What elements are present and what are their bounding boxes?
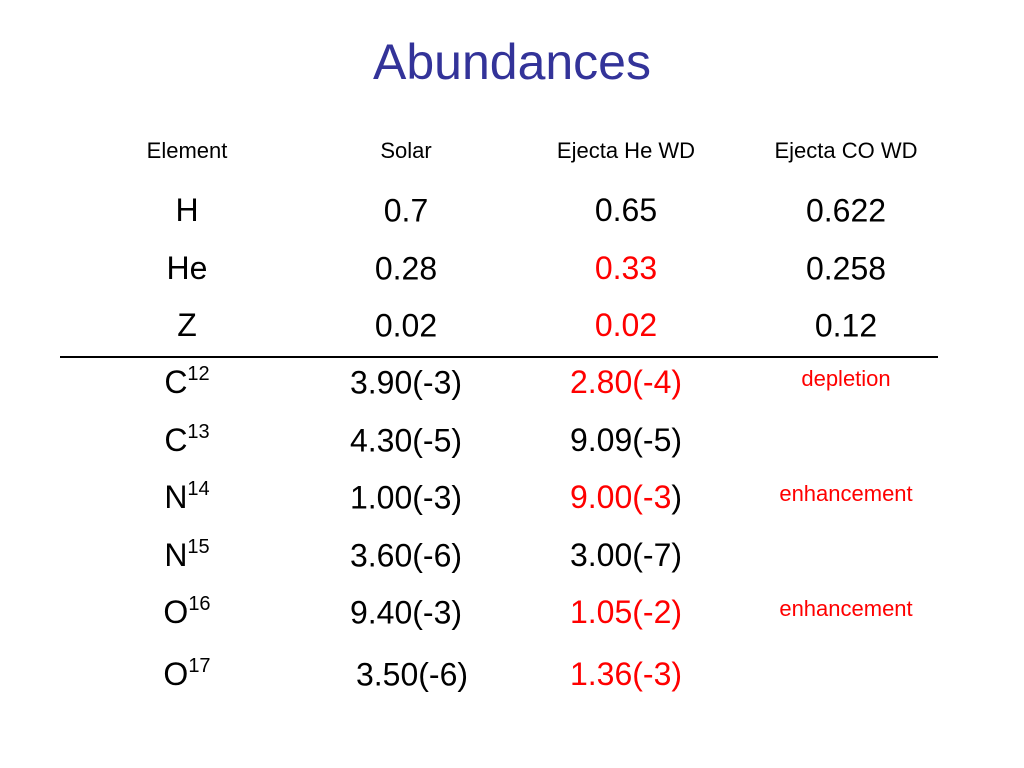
element-cell: C13 bbox=[164, 421, 209, 458]
ejecta-co-cell: 0.258 bbox=[806, 250, 886, 286]
element-symbol: O bbox=[163, 656, 188, 692]
solar-cell: 9.40(-3) bbox=[350, 594, 462, 630]
ejecta-he-segment: 2.80(-4) bbox=[570, 364, 682, 400]
element-cell: C12 bbox=[164, 363, 209, 400]
slide-title: Abundances bbox=[373, 34, 651, 90]
ejecta-co-note: enhancement bbox=[779, 481, 912, 506]
solar-cell: 0.7 bbox=[384, 192, 428, 228]
solar-cell: 1.00(-3) bbox=[350, 479, 462, 515]
isotope-number: 14 bbox=[187, 478, 209, 500]
solar-cell: 3.60(-6) bbox=[350, 537, 462, 573]
solar-cell: 0.28 bbox=[375, 250, 437, 286]
ejecta-he-cell: 1.05(-2) bbox=[570, 594, 682, 630]
ejecta-he-cell: 0.65 bbox=[595, 192, 657, 228]
element-symbol: O bbox=[163, 594, 188, 630]
ejecta-he-cell: 9.00(-3) bbox=[570, 479, 682, 515]
element-cell: O17 bbox=[163, 655, 210, 692]
element-symbol: Z bbox=[177, 307, 197, 343]
ejecta-he-cell: 1.36(-3) bbox=[570, 656, 682, 692]
ejecta-co-cell: 0.622 bbox=[806, 192, 886, 228]
isotope-number: 15 bbox=[187, 536, 209, 558]
ejecta-he-segment: 9.09(-5) bbox=[570, 422, 682, 458]
ejecta-he-segment: 1.36(-3) bbox=[570, 656, 682, 692]
element-symbol: C bbox=[164, 364, 187, 400]
ejecta-he-segment: 9.00(-3 bbox=[570, 479, 671, 515]
isotope-number: 13 bbox=[187, 421, 209, 443]
element-symbol: C bbox=[164, 422, 187, 458]
ejecta-he-cell: 2.80(-4) bbox=[570, 364, 682, 400]
solar-cell: 3.50(-6) bbox=[356, 656, 468, 692]
element-symbol: N bbox=[164, 537, 187, 573]
element-cell: N15 bbox=[164, 536, 209, 573]
ejecta-he-cell: 0.02 bbox=[595, 307, 657, 343]
element-cell: O16 bbox=[163, 593, 210, 630]
ejecta-he-segment: ) bbox=[671, 479, 682, 515]
element-symbol: N bbox=[164, 479, 187, 515]
element-symbol: H bbox=[175, 192, 198, 228]
column-header: Element bbox=[147, 138, 228, 163]
element-cell: H bbox=[175, 192, 198, 228]
ejecta-he-cell: 0.33 bbox=[595, 250, 657, 286]
isotope-number: 16 bbox=[188, 593, 210, 615]
element-cell: He bbox=[167, 250, 208, 286]
column-header: Ejecta CO WD bbox=[774, 138, 917, 163]
ejecta-he-segment: 0.33 bbox=[595, 250, 657, 286]
ejecta-he-segment: 0.02 bbox=[595, 307, 657, 343]
isotope-number: 17 bbox=[188, 655, 210, 677]
ejecta-he-cell: 9.09(-5) bbox=[570, 422, 682, 458]
solar-cell: 3.90(-3) bbox=[350, 364, 462, 400]
ejecta-co-note: depletion bbox=[801, 366, 890, 391]
ejecta-co-cell: 0.12 bbox=[815, 307, 877, 343]
ejecta-he-cell: 3.00(-7) bbox=[570, 537, 682, 573]
ejecta-he-segment: 1.05(-2) bbox=[570, 594, 682, 630]
column-header: Ejecta He WD bbox=[557, 138, 695, 163]
ejecta-co-note: enhancement bbox=[779, 596, 912, 621]
element-symbol: He bbox=[167, 250, 208, 286]
element-cell: Z bbox=[177, 307, 197, 343]
element-cell: N14 bbox=[164, 478, 209, 515]
solar-cell: 4.30(-5) bbox=[350, 422, 462, 458]
solar-cell: 0.02 bbox=[375, 307, 437, 343]
column-header: Solar bbox=[380, 138, 431, 163]
isotope-number: 12 bbox=[187, 363, 209, 385]
ejecta-he-segment: 3.00(-7) bbox=[570, 537, 682, 573]
ejecta-he-segment: 0.65 bbox=[595, 192, 657, 228]
